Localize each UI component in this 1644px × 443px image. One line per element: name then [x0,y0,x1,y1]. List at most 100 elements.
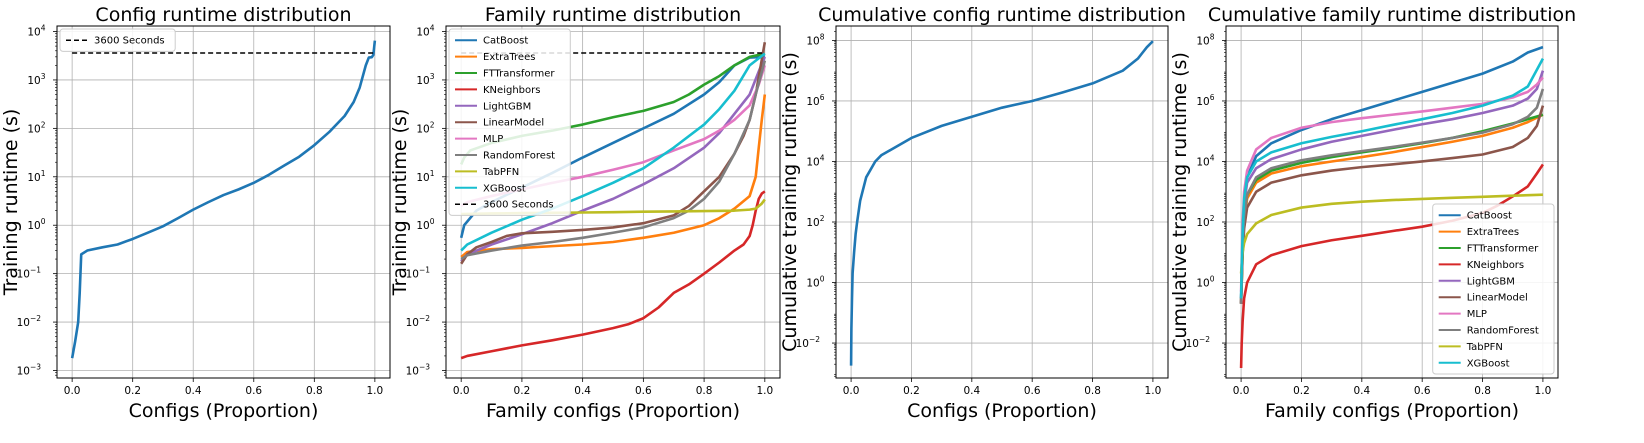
plot-frame [56,25,391,379]
x-tick-label: 0.6 [1414,385,1431,397]
legend-label: CatBoost [483,36,528,47]
chart-title: Cumulative family runtime distribution [1208,4,1576,26]
x-tick-label: 0.2 [514,385,531,397]
x-tick-label: 0.6 [635,385,652,397]
x-axis-label: Family configs (Proportion) [1265,400,1519,422]
legend-label: 3600 Seconds [483,200,554,211]
y-tick-label: 104 [806,153,824,168]
x-axis-label: Configs (Proportion) [129,400,319,422]
y-tick-label: 103 [416,72,434,87]
plot-frame [835,25,1169,379]
series-line-randomforest [460,60,767,261]
legend-label: FTTransformer [483,69,555,80]
x-tick-label: 0.0 [1233,385,1250,397]
y-tick-label: 10−2 [17,314,42,329]
y-tick-label: 100 [416,217,434,232]
y-tick-label: 106 [1196,93,1214,108]
x-tick-label: 0.6 [1024,385,1041,397]
y-tick-label: 102 [27,120,45,135]
legend: CatBoost ExtraTrees FTTransformer KNeighbor… [1432,203,1555,375]
legend-label: KNeighbors [1467,260,1524,271]
y-tick-label: 102 [1196,214,1214,229]
x-axis-label: Configs (Proportion) [907,400,1097,422]
legend-label: TabPFN [482,167,519,178]
legend-label: RandomForest [1467,326,1539,337]
y-tick-label: 101 [416,169,434,184]
subplot-3: 0.0 0.2 0.4 0.6 0.8 1.0 10−2 100 102 104 106 108 Cum… [779,4,1186,422]
series-group [1239,45,1545,369]
series-line-all-configs [849,40,1154,366]
y-tick-label: 102 [416,120,434,135]
legend-label: LightGBM [1467,276,1515,287]
y-tick-label: 104 [27,24,45,39]
plot-frame [445,25,781,379]
series-line-kneighbors [460,190,766,360]
legend-label: ExtraTrees [1467,227,1519,238]
y-axis-label: Training runtime (s) [389,109,411,297]
chart-title: Config runtime distribution [95,4,351,26]
x-tick-label: 1.0 [1535,385,1552,397]
legend-label: TabPFN [1466,342,1503,353]
legend-label: MLP [1467,309,1487,320]
y-tick-label: 104 [1196,153,1214,168]
y-tick-label: 10−3 [406,362,431,377]
series-group [849,40,1154,366]
y-tick-label: 10−2 [406,314,431,329]
legend-label: LinearModel [1467,293,1528,304]
y-tick-label: 100 [1196,275,1214,290]
x-tick-label: 0.2 [903,385,920,397]
legend-label: ExtraTrees [483,52,535,63]
x-tick-label: 0.4 [574,385,591,397]
y-tick-label: 10−1 [406,266,431,281]
subplot-1: 0.0 0.2 0.4 0.6 0.8 1.0 10−3 10−2 10−1 100 101 102 1… [0,4,391,422]
x-tick-label: 0.8 [1084,385,1101,397]
x-tick-label: 1.0 [1145,385,1162,397]
y-axis-label: Cumulative training runtime (s) [1169,52,1191,352]
x-tick-label: 0.8 [306,385,323,397]
y-tick-label: 100 [806,275,824,290]
legend: 3600 Seconds [59,28,176,52]
y-tick-label: 108 [1196,32,1214,47]
chart-title: Cumulative config runtime distribution [818,4,1186,26]
series-line-xgboost [460,52,766,252]
legend-label: LinearModel [483,118,544,129]
legend-label: LightGBM [483,101,531,112]
y-tick-label: 10−2 [1186,335,1211,350]
legend-label: FTTransformer [1467,244,1539,255]
y-axis-label: Training runtime (s) [0,109,22,297]
y-tick-label: 10−3 [17,362,42,377]
subplot-4: 0.0 0.2 0.4 0.6 0.8 1.0 10−2 100 102 104 106 108 Cum… [1169,4,1576,422]
series-line-all-configs [70,40,377,359]
x-tick-label: 0.4 [963,385,980,397]
subplot-2: 0.0 0.2 0.4 0.6 0.8 1.0 10−3 10−2 10−1 100 101 102 1… [389,4,781,422]
y-tick-label: 10−1 [17,266,42,281]
x-tick-label: 0.4 [185,385,202,397]
y-tick-label: 108 [806,32,824,47]
y-axis-label: Cumulative training runtime (s) [779,52,801,352]
y-tick-label: 104 [416,24,434,39]
x-tick-label: 0.0 [843,385,860,397]
x-tick-label: 0.8 [696,385,713,397]
legend-label: MLP [483,134,503,145]
legend: CatBoost ExtraTrees FTTransformer KNeighbor… [448,28,571,216]
plot-frame [1225,25,1559,379]
x-tick-label: 1.0 [756,385,773,397]
series-group [70,40,377,359]
y-tick-label: 100 [27,217,45,232]
legend-box [59,28,176,52]
legend-label: KNeighbors [483,85,540,96]
series-line-xgboost [1239,58,1545,299]
x-tick-label: 0.2 [1293,385,1310,397]
x-tick-label: 0.2 [124,385,141,397]
series-line-lightgbm [460,56,767,263]
y-tick-label: 103 [27,72,45,87]
x-tick-label: 0.4 [1353,385,1370,397]
y-tick-label: 106 [806,93,824,108]
x-tick-label: 1.0 [367,385,384,397]
legend-box [448,28,571,216]
x-tick-label: 0.0 [453,385,470,397]
legend-label: CatBoost [1467,211,1512,222]
legend-label: RandomForest [483,151,555,162]
y-tick-label: 102 [806,214,824,229]
